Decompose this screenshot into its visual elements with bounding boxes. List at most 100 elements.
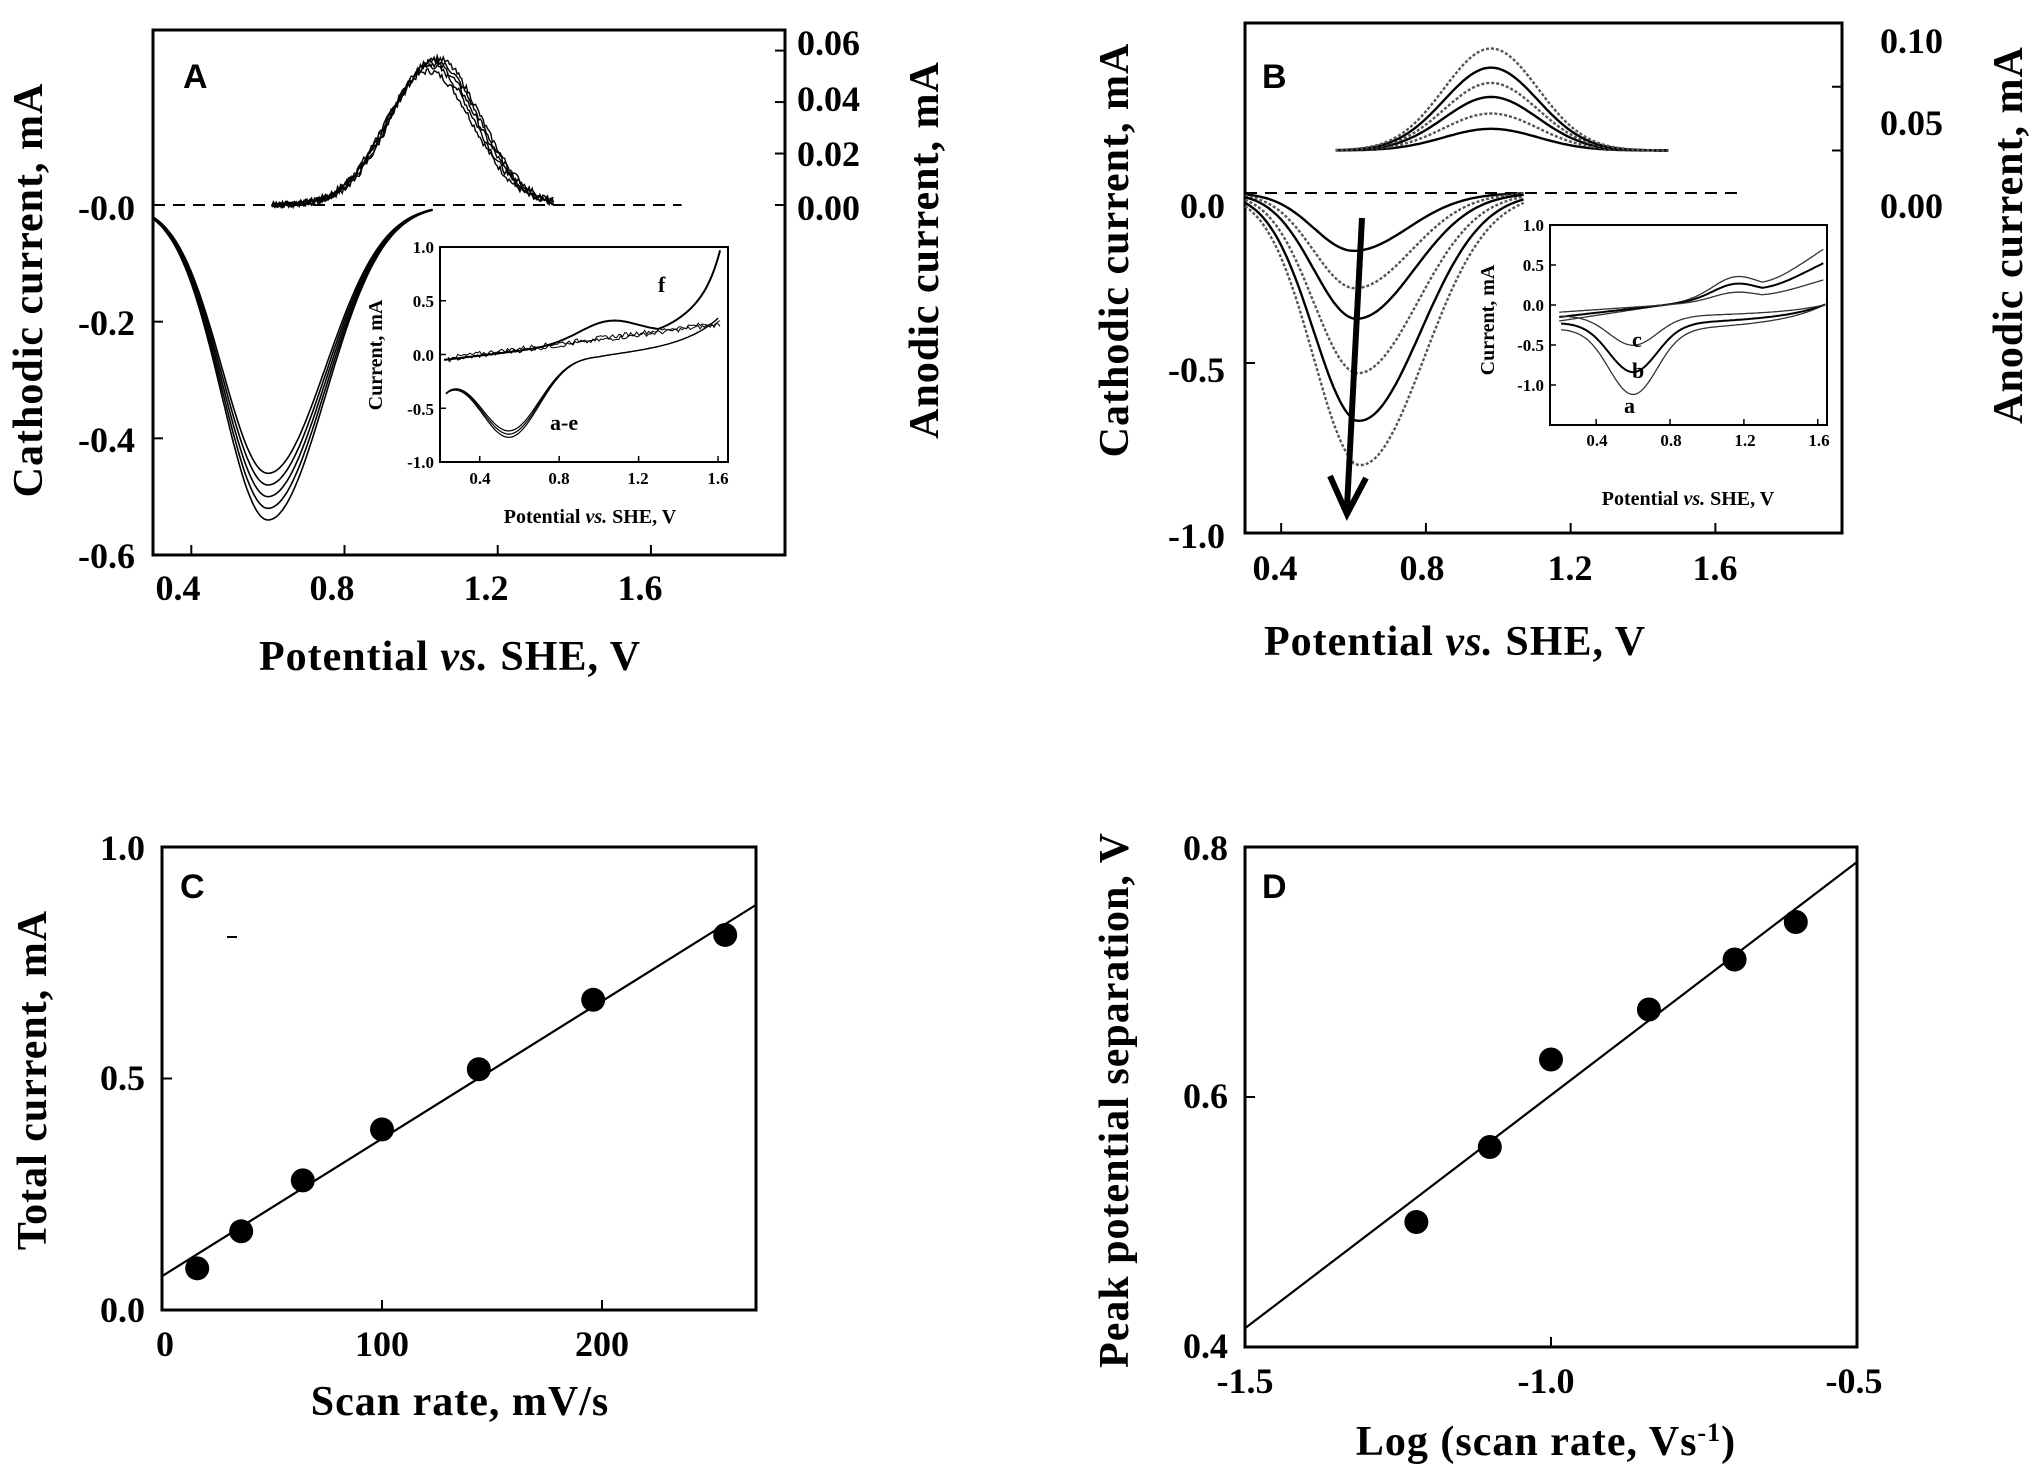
panel-b-inset-ytick: 0.0 (1523, 296, 1544, 315)
panel-b-inset-xtick: 1.6 (1808, 431, 1829, 450)
panel-b-ytick-left: -1.0 (1168, 516, 1225, 556)
panel-a-ytick-left: -0.2 (78, 303, 135, 343)
panel-a-label: A (183, 58, 208, 96)
panel-d-ytick: 0.4 (1183, 1326, 1228, 1366)
panel-c-xtick: 0 (156, 1324, 174, 1364)
panel-b-ytick-right: 0.05 (1880, 103, 1943, 143)
panel-b-inset: 1.0 0.5 0.0 -0.5 -1.0 0.4 0.8 1.2 1.6 Po… (1477, 216, 1830, 510)
panel-a-inset-ytick: 0.5 (413, 292, 434, 311)
panel-a-xlabel: Potential vs. SHE, V (259, 634, 641, 680)
panel-a-ytick-right: 0.06 (797, 23, 860, 63)
panel-a-anodic-curve (271, 61, 555, 209)
panel-b-inset-curve-forward (1559, 262, 1824, 318)
panel-a-frame (151, 28, 787, 557)
panel-a-xtick: 0.8 (310, 568, 355, 608)
panel-a-inset-curve-reverse (445, 317, 719, 438)
panel-d-data-point (1783, 910, 1808, 934)
panel-b-inset-frame (1549, 224, 1828, 426)
panel-b-inset-xtick: 1.2 (1734, 431, 1755, 450)
panel-b-inset-curve-forward (1559, 248, 1824, 322)
panel-b-inset-ytick: -0.5 (1517, 336, 1544, 355)
panel-a-inset-curve-f (447, 320, 721, 360)
panel-a-inset-ytick: -0.5 (407, 400, 434, 419)
panel-c-xtick: 200 (575, 1324, 629, 1364)
panel-a-ytick-left: -0.4 (78, 420, 135, 460)
panel-d-ytick: 0.8 (1183, 828, 1228, 868)
panel-a-inset-xtick: 1.2 (627, 469, 648, 488)
panel-c-xlabel: Scan rate, mV/s (311, 1379, 609, 1425)
panel-b-inset-label-b: b (1632, 358, 1644, 383)
panel-b-inset-curve-forward (1559, 279, 1824, 313)
panel-c-fit-line (161, 903, 757, 1278)
panel-b: B 0.4 0.8 1.2 1.6 0.0 -0.5 -1.0 0.00 0.0… (1092, 21, 2032, 665)
panel-b-inset-xtick: 0.8 (1660, 431, 1681, 450)
panel-b-anodic-curve (1335, 81, 1669, 152)
panel-b-cathodic-curve (1244, 201, 1525, 467)
panel-a-inset-xlabel: Potential vs. SHE, V (504, 506, 677, 528)
panel-a-ytick-right: 0.04 (797, 79, 860, 119)
panel-a-xtick: 0.4 (156, 568, 201, 608)
panel-c-data-point (185, 1256, 210, 1281)
panel-a-inset-curves (440, 246, 722, 463)
panel-a-ylabel-right: Anodic current, mA (902, 61, 948, 439)
panel-a-cathodic-curve (152, 209, 433, 510)
panel-d-data-point (1636, 997, 1661, 1022)
panel-a-anodic-curve (271, 67, 554, 209)
panel-b-ytick-right: 0.00 (1880, 186, 1943, 226)
panel-a-inset-ytick: -1.0 (407, 453, 434, 472)
panel-b-inset-curve-reverse (1561, 304, 1826, 346)
panel-b-cathodic-curve (1244, 195, 1524, 375)
panel-b-inset-xtick: 0.4 (1586, 431, 1608, 450)
panel-a-inset-xtick: 1.6 (707, 469, 728, 488)
panel-b-inset-ytick: -1.0 (1517, 376, 1544, 395)
panel-b-label: B (1262, 58, 1287, 96)
panel-a-xtick: 1.2 (464, 568, 509, 608)
panel-d: D -1.5 -1.0 -0.5 0.8 0.6 0.4 Log (scan r… (1092, 828, 1883, 1465)
panel-b-inset-ytick: 0.5 (1523, 256, 1544, 275)
panel-b-xtick: 1.2 (1548, 548, 1593, 588)
panel-b-inset-curves (1550, 224, 1826, 425)
panel-d-plot (1244, 846, 1858, 1348)
panel-c-ytick: 1.0 (100, 828, 145, 868)
panel-c-ytick: 0.5 (100, 1058, 145, 1098)
panel-c-plot (161, 846, 757, 1311)
panel-b-xtick: 1.6 (1693, 548, 1738, 588)
panel-b-xtick: 0.4 (1253, 548, 1298, 588)
panel-b-inset-xlabel: Potential vs. SHE, V (1602, 488, 1775, 510)
panel-d-data-point (1722, 947, 1747, 972)
panel-b-inset-ytick: 1.0 (1523, 216, 1544, 235)
panel-a-xtick: 1.6 (618, 568, 663, 608)
panel-a-ytick-left: -0.6 (78, 536, 135, 576)
panel-b-anodic-curve (1335, 112, 1669, 152)
panel-c-data-point (290, 1168, 315, 1193)
panel-a-inset-ytick: 0.0 (413, 346, 434, 365)
panel-b-ytick-left: 0.0 (1180, 186, 1225, 226)
panel-c-frame (160, 845, 758, 1312)
panel-a: A 0.4 0.8 1.2 1.6 -0.0 -0.2 -0.4 -0.6 0.… (6, 23, 948, 680)
panel-b-inset-ylabel: Current, mA (1477, 264, 1499, 375)
panel-b-xtick: 0.8 (1400, 548, 1445, 588)
panel-c-ylabel: Total current, mA (10, 910, 56, 1250)
panel-a-inset-ytick: 1.0 (413, 238, 434, 257)
panel-b-curves (1244, 47, 1745, 467)
panel-a-inset-ylabel: Current, mA (365, 299, 387, 410)
panel-a-inset-xtick: 0.8 (548, 469, 569, 488)
panel-b-anodic-curve (1335, 66, 1669, 152)
panel-c-label: C (180, 868, 205, 906)
panel-c-data-point (713, 922, 738, 947)
panel-b-ylabel-right: Anodic current, mA (1986, 46, 2032, 424)
panel-b-cathodic-curve (1244, 193, 1524, 320)
panel-d-fit-line (1244, 861, 1858, 1330)
panel-c-ytick: 0.0 (100, 1290, 145, 1330)
panel-d-label: D (1262, 868, 1287, 906)
panel-d-ylabel: Peak potential separation, V (1092, 832, 1138, 1368)
panel-b-cathodic-curve (1244, 192, 1524, 290)
panel-d-data-point (1477, 1135, 1502, 1159)
panel-a-inset-curve-forward (443, 250, 722, 361)
panel-b-ytick-right: 0.10 (1880, 21, 1943, 61)
panel-b-inset-curve-reverse (1561, 303, 1826, 396)
panel-d-xtick: -0.5 (1826, 1361, 1883, 1401)
panel-a-ytick-left: -0.0 (78, 188, 135, 228)
panel-a-anodic-curve (271, 53, 554, 210)
